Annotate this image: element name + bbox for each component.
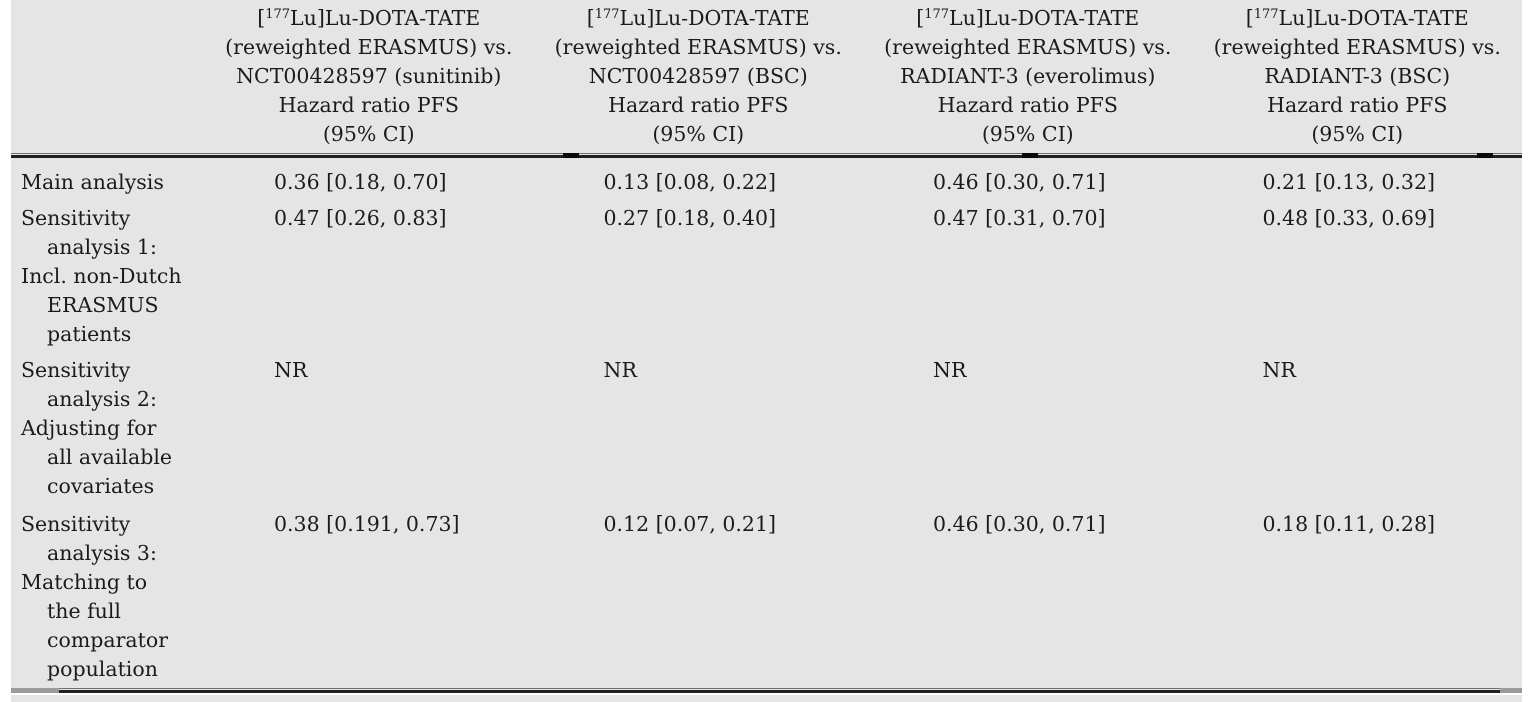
compound-post: Lu]Lu-DOTA-TATE bbox=[1278, 6, 1469, 30]
treatment-name: [177Lu]Lu-DOTA-TATE bbox=[204, 4, 534, 33]
header-rule bbox=[11, 153, 1522, 158]
rule-dash bbox=[563, 153, 579, 158]
results-table: [177Lu]Lu-DOTA-TATE (reweighted ERASMUS)… bbox=[11, 0, 1522, 702]
hazard-ratio-value: 0.21 [0.13, 0.32] bbox=[1262, 170, 1435, 194]
rule-gap bbox=[11, 693, 1522, 695]
rule-dash bbox=[1477, 153, 1493, 158]
row-label-sensitivity-3: Sensitivity analysis 3: Matching to the … bbox=[11, 506, 204, 688]
isotope-superscript: 177 bbox=[265, 7, 291, 22]
hazard-ratio-value: NR bbox=[603, 358, 637, 382]
column-header-sunitinib: [177Lu]Lu-DOTA-TATE (reweighted ERASMUS)… bbox=[204, 0, 534, 153]
column-header-everolimus: [177Lu]Lu-DOTA-TATE (reweighted ERASMUS)… bbox=[863, 0, 1193, 153]
row-label-line: analysis 3: bbox=[47, 541, 157, 565]
row-label-line: comparator bbox=[47, 628, 169, 652]
rule-end-cap bbox=[11, 688, 59, 693]
compound-post: Lu]Lu-DOTA-TATE bbox=[949, 6, 1140, 30]
row-label-line: ERASMUS bbox=[47, 293, 159, 317]
hazard-ratio-value: 0.47 [0.26, 0.83] bbox=[274, 206, 447, 230]
isotope-superscript: 177 bbox=[594, 7, 620, 22]
vs-line: (reweighted ERASMUS) vs. bbox=[225, 35, 513, 59]
hazard-ratio-value: 0.47 [0.31, 0.70] bbox=[933, 206, 1106, 230]
ci-label: (95% CI) bbox=[1311, 122, 1404, 146]
vs-line: (reweighted ERASMUS) vs. bbox=[884, 35, 1172, 59]
hazard-ratio-value: 0.46 [0.30, 0.71] bbox=[933, 170, 1106, 194]
row-label-line: the full bbox=[47, 599, 121, 623]
comparator-name: RADIANT-3 (everolimus) bbox=[900, 64, 1156, 88]
row-label-line: Adjusting for bbox=[21, 416, 157, 440]
compound-pre: [ bbox=[916, 6, 925, 30]
row-label-line: analysis 2: bbox=[47, 387, 157, 411]
ci-label: (95% CI) bbox=[981, 122, 1074, 146]
treatment-name: [177Lu]Lu-DOTA-TATE bbox=[534, 4, 864, 33]
row-label-main-analysis: Main analysis bbox=[11, 158, 204, 202]
hazard-ratio-value: NR bbox=[274, 358, 308, 382]
vs-line: (reweighted ERASMUS) vs. bbox=[1213, 35, 1501, 59]
column-header-radiant-bsc: [177Lu]Lu-DOTA-TATE (reweighted ERASMUS)… bbox=[1193, 0, 1523, 153]
hazard-ratio-value: 0.27 [0.18, 0.40] bbox=[603, 206, 776, 230]
ci-label: (95% CI) bbox=[652, 122, 745, 146]
measure-label: Hazard ratio PFS bbox=[608, 93, 789, 117]
isotope-superscript: 177 bbox=[1253, 7, 1279, 22]
isotope-superscript: 177 bbox=[924, 7, 950, 22]
hazard-ratio-value: 0.38 [0.191, 0.73] bbox=[274, 512, 460, 536]
measure-label: Hazard ratio PFS bbox=[1267, 93, 1448, 117]
row-label-line: Matching to bbox=[21, 570, 148, 594]
compound-pre: [ bbox=[1245, 6, 1254, 30]
compound-post: Lu]Lu-DOTA-TATE bbox=[290, 6, 481, 30]
hazard-ratio-value: 0.12 [0.07, 0.21] bbox=[603, 512, 776, 536]
hazard-ratio-value: 0.48 [0.33, 0.69] bbox=[1262, 206, 1435, 230]
ci-label: (95% CI) bbox=[322, 122, 415, 146]
hazard-ratio-value: 0.36 [0.18, 0.70] bbox=[274, 170, 447, 194]
bottom-rule bbox=[11, 688, 1522, 693]
column-header-blank bbox=[11, 0, 204, 153]
measure-label: Hazard ratio PFS bbox=[278, 93, 459, 117]
hazard-ratio-value: 0.18 [0.11, 0.28] bbox=[1262, 512, 1435, 536]
comparator-name: NCT00428597 (sunitinib) bbox=[236, 64, 502, 88]
table-grid: [177Lu]Lu-DOTA-TATE (reweighted ERASMUS)… bbox=[11, 0, 1522, 695]
compound-post: Lu]Lu-DOTA-TATE bbox=[619, 6, 810, 30]
row-label-line: Sensitivity bbox=[21, 358, 131, 382]
row-label-line: all available bbox=[47, 445, 173, 469]
rule-dash bbox=[1022, 153, 1038, 158]
treatment-name: [177Lu]Lu-DOTA-TATE bbox=[863, 4, 1193, 33]
column-header-nct-bsc: [177Lu]Lu-DOTA-TATE (reweighted ERASMUS)… bbox=[534, 0, 864, 153]
vs-line: (reweighted ERASMUS) vs. bbox=[554, 35, 842, 59]
compound-pre: [ bbox=[586, 6, 595, 30]
compound-pre: [ bbox=[257, 6, 266, 30]
row-label-line: Main analysis bbox=[21, 170, 164, 194]
row-label-sensitivity-1: Sensitivity analysis 1: Incl. non-Dutch … bbox=[11, 202, 204, 354]
row-label-line: covariates bbox=[47, 474, 155, 498]
row-label-line: population bbox=[47, 657, 158, 681]
rule-end-cap bbox=[1500, 688, 1522, 693]
hazard-ratio-value: 0.46 [0.30, 0.71] bbox=[933, 512, 1106, 536]
row-label-line: Sensitivity bbox=[21, 512, 131, 536]
treatment-name: [177Lu]Lu-DOTA-TATE bbox=[1193, 4, 1523, 33]
hazard-ratio-value: 0.13 [0.08, 0.22] bbox=[603, 170, 776, 194]
hazard-ratio-value: NR bbox=[1262, 358, 1296, 382]
row-label-line: Sensitivity bbox=[21, 206, 131, 230]
comparator-name: RADIANT-3 (BSC) bbox=[1264, 64, 1451, 88]
row-label-sensitivity-2: Sensitivity analysis 2: Adjusting for al… bbox=[11, 354, 204, 506]
measure-label: Hazard ratio PFS bbox=[937, 93, 1118, 117]
row-label-line: patients bbox=[47, 322, 132, 346]
comparator-name: NCT00428597 (BSC) bbox=[588, 64, 808, 88]
row-label-line: analysis 1: bbox=[47, 235, 157, 259]
hazard-ratio-value: NR bbox=[933, 358, 967, 382]
row-label-line: Incl. non-Dutch bbox=[21, 264, 182, 288]
